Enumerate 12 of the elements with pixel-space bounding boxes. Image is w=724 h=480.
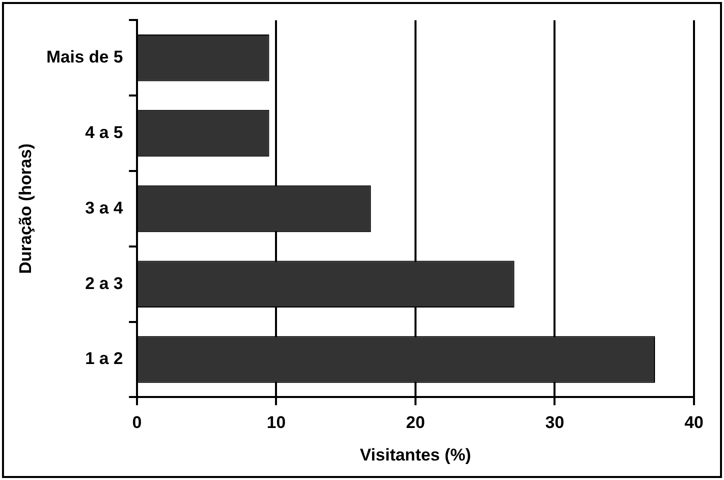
x-tick-label: 20: [406, 413, 425, 432]
x-tick-label: 0: [132, 413, 142, 432]
x-tick-label: 30: [545, 413, 564, 432]
y-tick-label: 1 a 2: [85, 349, 123, 368]
y-tick-label: 3 a 4: [85, 198, 124, 218]
y-tick-label: Mais de 5: [46, 48, 123, 67]
y-tick-label: 4 a 5: [85, 122, 123, 142]
y-axis-title: Duração (horas): [16, 144, 35, 274]
x-axis-title: Visitantes (%): [360, 445, 472, 464]
x-tick-label: 40: [684, 413, 704, 432]
y-tick-label: 2 a 3: [85, 274, 123, 293]
x-tick-label: 10: [266, 413, 286, 432]
